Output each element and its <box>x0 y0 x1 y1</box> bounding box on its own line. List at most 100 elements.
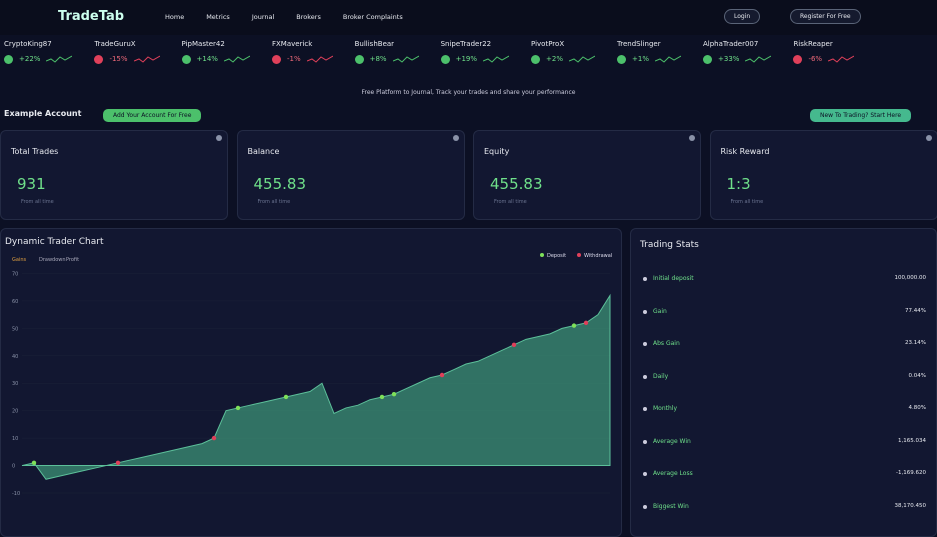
trader-name: AlphaTrader007 <box>703 40 759 48</box>
trader-name: BullishBear <box>354 40 395 48</box>
trader-name: PivotProX <box>531 40 565 48</box>
login-button[interactable]: Login <box>724 9 761 24</box>
chart-tab[interactable]: Profit <box>66 257 79 263</box>
chart: Dynamic Trader Chart Gains Drawdown Profit… <box>5 237 612 497</box>
chart-tab[interactable]: Drawdown <box>39 257 66 263</box>
ticker-item: FXMaverick -1% <box>271 40 333 86</box>
sparkline-line <box>392 55 419 63</box>
nav-link[interactable]: Journal <box>251 13 275 21</box>
stat-dot <box>643 277 647 281</box>
start-button[interactable]: New To Trading? Start Here <box>810 109 912 122</box>
legend-marker <box>577 253 581 257</box>
card-label: Total Trades <box>11 147 59 156</box>
ticker-row: -15% <box>94 54 160 64</box>
trader-change: -1% <box>286 55 301 63</box>
stat-value: 1,165.034 <box>898 437 926 444</box>
y-tick-label: 20 <box>12 409 18 415</box>
sparkline-line <box>745 55 772 63</box>
stats-panel: Trading Stats Initial deposit 100,000.00 G… <box>630 228 937 537</box>
card-value: 1:3 <box>726 175 751 193</box>
trader-name: PipMaster42 <box>181 40 225 48</box>
info-icon <box>689 135 695 141</box>
event-marker <box>379 394 385 400</box>
logo[interactable]: TradeTab <box>58 9 125 24</box>
card-note: From all time <box>730 199 764 205</box>
sparkline <box>655 55 681 63</box>
sparkline-line <box>569 55 596 63</box>
trader-change: +19% <box>455 55 478 63</box>
trend-icon <box>354 54 364 64</box>
ticker-row: -1% <box>271 54 333 64</box>
ticker-row: +2% <box>531 54 596 64</box>
stat-value: 4.80% <box>908 405 926 411</box>
account-title: Example Account <box>4 109 82 118</box>
ticker-row: +14% <box>181 54 250 64</box>
chart-title: Dynamic Trader Chart <box>5 237 104 247</box>
card-label: Balance <box>247 147 280 156</box>
chart-tab[interactable]: Gains <box>12 257 26 263</box>
event-marker <box>571 323 577 328</box>
metric-card: Equity 455.83 From all time <box>473 130 701 220</box>
sparkline-line <box>828 55 855 63</box>
nav-bar: TradeTab Home Metrics Journal Brokers Broker… <box>0 0 937 35</box>
ticker-row: +33% <box>703 54 772 64</box>
nav-link[interactable]: Home <box>165 13 185 21</box>
sparkline-line <box>133 55 160 63</box>
sparkline-line <box>46 55 73 63</box>
stat-value: 0.04% <box>908 372 926 379</box>
info-icon <box>216 135 222 141</box>
metric-card: Risk Reward 1:3 From all time <box>709 130 937 220</box>
stat-label: Average Win <box>653 437 691 445</box>
trend-icon <box>531 54 541 64</box>
nav-link[interactable]: Brokers <box>296 13 321 21</box>
nav-link[interactable]: Broker Complaints <box>342 13 403 21</box>
sparkline <box>483 55 510 63</box>
stat-label: Gain <box>653 307 667 315</box>
event-marker <box>235 405 241 411</box>
stat-label: Abs Gain <box>653 340 680 347</box>
trader-change: +8% <box>369 55 387 63</box>
event-marker <box>31 460 37 466</box>
ticker: CryptoKing87 +22% TradeGuruX -15% PipMaster4… <box>0 40 937 86</box>
add-account-button[interactable]: Add Your Account For Free <box>103 109 202 122</box>
event-marker <box>583 320 589 326</box>
card-label: Equity <box>484 147 510 156</box>
info-icon <box>925 135 932 141</box>
card-note: From all time <box>21 199 54 205</box>
event-marker <box>511 342 517 348</box>
ticker-row: +8% <box>354 54 419 64</box>
stat-label: Initial deposit <box>653 275 694 282</box>
sparkline-line <box>223 55 250 63</box>
legend-marker <box>540 253 544 257</box>
event-marker <box>391 392 397 397</box>
nav-link[interactable]: Metrics <box>206 13 230 21</box>
register-button[interactable]: Register For Free <box>790 9 861 24</box>
trader-name: TradeGuruX <box>94 40 136 48</box>
trader-name: SnipeTrader22 <box>440 40 492 48</box>
y-tick-label: 30 <box>12 381 18 387</box>
stat-dot <box>643 374 647 379</box>
ticker-item: PivotProX +2% <box>531 40 596 86</box>
sparkline <box>569 55 596 63</box>
ticker-item: PipMaster42 +14% <box>181 40 250 86</box>
nav-links: Home Metrics Journal Brokers Broker Complain… <box>165 13 403 21</box>
trader-change: +2% <box>546 55 564 63</box>
ticker-item: RiskReaper -6% <box>793 40 855 86</box>
event-marker <box>283 394 289 400</box>
ticker-row: -6% <box>793 54 855 64</box>
ticker-item: TrendSlinger +1% <box>617 40 681 86</box>
ticker-item: SnipeTrader22 +19% <box>440 40 510 86</box>
sparkline <box>392 55 419 63</box>
sparkline <box>306 55 333 63</box>
area <box>21 293 611 480</box>
stat-label: Monthly <box>653 405 678 412</box>
ticker-item: TradeGuruX -15% <box>94 40 160 86</box>
ticker-item: CryptoKing87 +22% <box>4 40 73 86</box>
sparkline <box>223 55 250 63</box>
metric-card: Total Trades 931 From all time <box>0 130 228 220</box>
sparkline <box>46 55 73 63</box>
trader-change: +1% <box>632 55 649 63</box>
sparkline <box>828 55 855 63</box>
card-value: 455.83 <box>490 175 543 193</box>
metric-card: Balance 455.83 From all time <box>236 130 465 220</box>
